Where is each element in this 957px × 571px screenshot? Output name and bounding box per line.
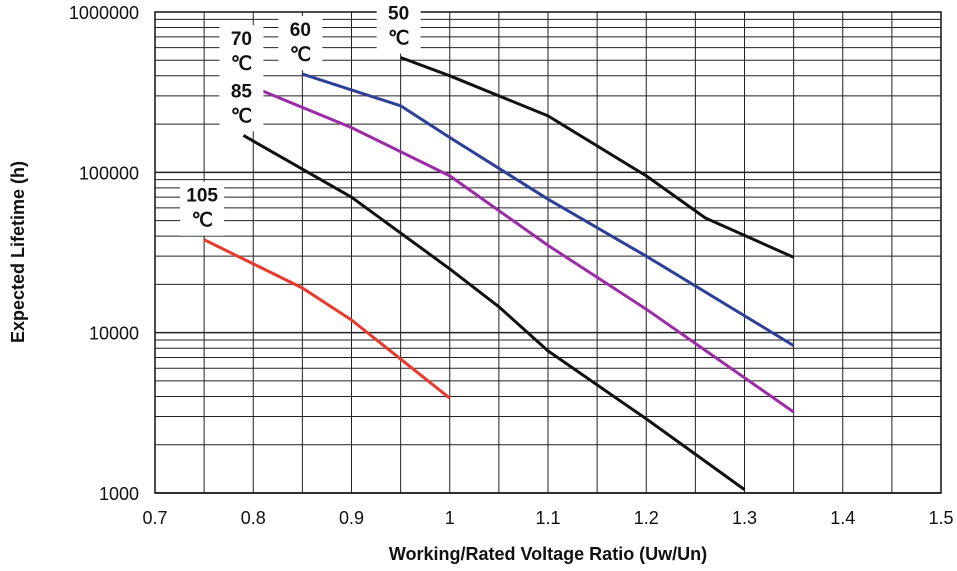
- series-label-text: ℃: [191, 211, 212, 232]
- series-label-text: 85: [231, 81, 253, 102]
- series-label-text: ℃: [231, 106, 252, 127]
- x-tick-label: 0.9: [339, 508, 364, 528]
- x-tick-label: 1.1: [535, 508, 560, 528]
- series-label-text: 105: [186, 186, 218, 207]
- series-lines: [203, 56, 795, 491]
- y-tick-labels: 1000 10000 100000 1000000: [69, 3, 139, 504]
- x-tick-label: 1.3: [732, 508, 757, 528]
- x-tick-label: 1: [445, 508, 455, 528]
- series-label-50: 50 ℃: [376, 0, 421, 54]
- series-label-60: 60 ℃: [278, 16, 323, 71]
- series-label-text: 50: [388, 4, 409, 25]
- x-tick-label: 0.7: [142, 508, 167, 528]
- series-label-text: ℃: [231, 54, 252, 75]
- x-tick-label: 1.4: [830, 508, 855, 528]
- series-label-text: ℃: [290, 45, 311, 66]
- series-label-background: [219, 77, 264, 132]
- x-tick-label: 0.8: [241, 508, 266, 528]
- series-label-text: 60: [290, 20, 311, 41]
- x-tick-labels: 0.7 0.8 0.9 1 1.1 1.2 1.3 1.4 1.5: [142, 508, 953, 528]
- series-line-85: [242, 134, 746, 491]
- y-axis-label: Expected Lifetime (h): [8, 161, 28, 343]
- series-label-background: [278, 16, 323, 71]
- series-label-text: 70: [231, 29, 252, 50]
- series-label-70: 70 ℃: [219, 25, 264, 80]
- series-label-text: ℃: [388, 29, 409, 50]
- y-tick-label: 10000: [89, 324, 139, 344]
- series-label-background: [180, 181, 225, 236]
- x-tick-label: 1.5: [928, 508, 953, 528]
- y-tick-label: 1000000: [69, 3, 139, 23]
- x-tick-label: 1.2: [634, 508, 659, 528]
- grid: [154, 12, 942, 494]
- series-line-60: [301, 72, 795, 347]
- y-tick-label: 1000: [99, 484, 139, 504]
- series-line-105: [203, 238, 451, 400]
- x-axis-label: Working/Rated Voltage Ratio (Uw/Un): [389, 544, 707, 564]
- y-tick-label: 100000: [79, 163, 139, 183]
- series-line-70: [242, 81, 795, 414]
- series-label-85: 85 ℃: [219, 77, 264, 132]
- series-label-background: [219, 25, 264, 80]
- series-line-50: [400, 56, 795, 259]
- series-labels: 50 ℃ 60 ℃ 70 ℃ 85 ℃ 105 ℃: [180, 0, 421, 236]
- series-label-105: 105 ℃: [180, 181, 225, 236]
- plot-frame: [154, 11, 942, 494]
- series-label-background: [376, 0, 421, 54]
